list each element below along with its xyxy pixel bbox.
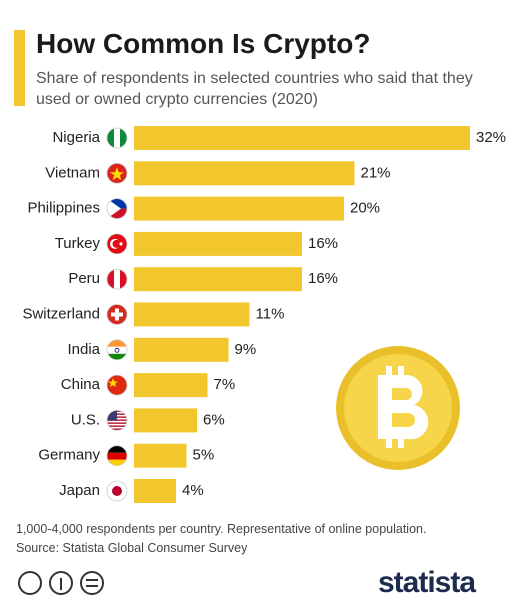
value-label: 7%: [214, 376, 236, 393]
flag-part: [107, 339, 127, 347]
category-label: U.S.: [71, 411, 100, 428]
flag: [107, 269, 127, 290]
value-label: 16%: [308, 235, 338, 252]
flag-part: [107, 346, 127, 354]
category-label: India: [67, 341, 100, 358]
flag: [107, 163, 127, 184]
license-icons: [18, 571, 104, 595]
value-label: 5%: [193, 447, 215, 464]
flag-part: [120, 128, 127, 148]
category-label: Peru: [68, 270, 100, 287]
flag-border: [106, 445, 128, 467]
category-label: Vietnam: [45, 164, 100, 181]
bar: [134, 161, 355, 186]
flag-border: [106, 198, 128, 220]
flag-border: [106, 304, 128, 325]
value-label: 20%: [350, 200, 380, 217]
bar: [134, 267, 302, 292]
flag: [107, 410, 127, 431]
bar: [134, 126, 470, 150]
bar: [134, 443, 187, 468]
source: Source: Statista Global Consumer Survey: [16, 541, 248, 555]
flag: [107, 233, 127, 254]
flag-border: [106, 339, 128, 361]
flag-border: [106, 480, 128, 502]
flag-part: [119, 242, 123, 246]
bar: [134, 231, 302, 256]
flag-part: [110, 167, 124, 181]
flag-part: [107, 128, 114, 148]
flag: [107, 128, 127, 148]
bar: [134, 373, 208, 398]
flag-border: [106, 409, 128, 431]
flag-border: [106, 162, 128, 184]
chart-subtitle: Share of respondents in selected countri…: [36, 70, 473, 108]
flag: [107, 375, 127, 396]
category-label: China: [61, 376, 101, 393]
brand: statista: [378, 566, 476, 599]
flag-part: [107, 410, 117, 421]
flag-part: [112, 486, 122, 496]
category-label: Switzerland: [22, 305, 100, 322]
value-label: 6%: [203, 411, 225, 428]
flag-part: [120, 269, 127, 290]
value-label: 16%: [308, 270, 338, 287]
flag-part: [107, 422, 127, 424]
flag-border: [106, 268, 128, 290]
chart-title: How Common Is Crypto?: [36, 28, 371, 59]
flag-part: [107, 208, 127, 219]
flag-part: [114, 347, 120, 353]
category-label: Nigeria: [52, 129, 100, 146]
flag-part: [107, 425, 127, 427]
flag-part: [107, 198, 121, 219]
value-label: 32%: [476, 129, 506, 146]
bar: [134, 337, 229, 362]
bitcoin-icon: [336, 346, 460, 470]
flag-part: [107, 445, 127, 453]
bar: [134, 196, 344, 221]
value-label: 9%: [235, 341, 257, 358]
value-label: 11%: [256, 305, 285, 322]
title-accent: [14, 30, 25, 106]
flag-part: [107, 452, 127, 460]
flag: [107, 304, 127, 325]
flag-part: [112, 239, 121, 248]
flag: [107, 481, 127, 501]
category-label: Turkey: [55, 235, 101, 252]
flag-part: [107, 353, 127, 360]
flag-part: [111, 312, 123, 317]
bar: [134, 302, 250, 327]
flag-border: [106, 233, 128, 255]
bar: [134, 408, 197, 433]
note: 1,000-4,000 respondents per country. Rep…: [16, 522, 427, 536]
flag: [107, 198, 127, 219]
value-label: 4%: [182, 482, 204, 499]
category-label: Japan: [59, 482, 100, 499]
category-label: Germany: [38, 447, 100, 464]
flag-part: [107, 428, 127, 430]
flag-part: [107, 375, 127, 396]
flag: [107, 339, 127, 360]
flag-part: [108, 378, 118, 388]
flag-part: [107, 269, 114, 290]
bar: [134, 479, 176, 503]
flag-border: [106, 127, 128, 149]
category-label: Philippines: [27, 200, 100, 217]
flag: [107, 445, 127, 466]
flag-part: [107, 198, 127, 209]
flag-border: [106, 374, 128, 396]
flag-part: [107, 459, 127, 466]
value-label: 21%: [361, 164, 391, 181]
